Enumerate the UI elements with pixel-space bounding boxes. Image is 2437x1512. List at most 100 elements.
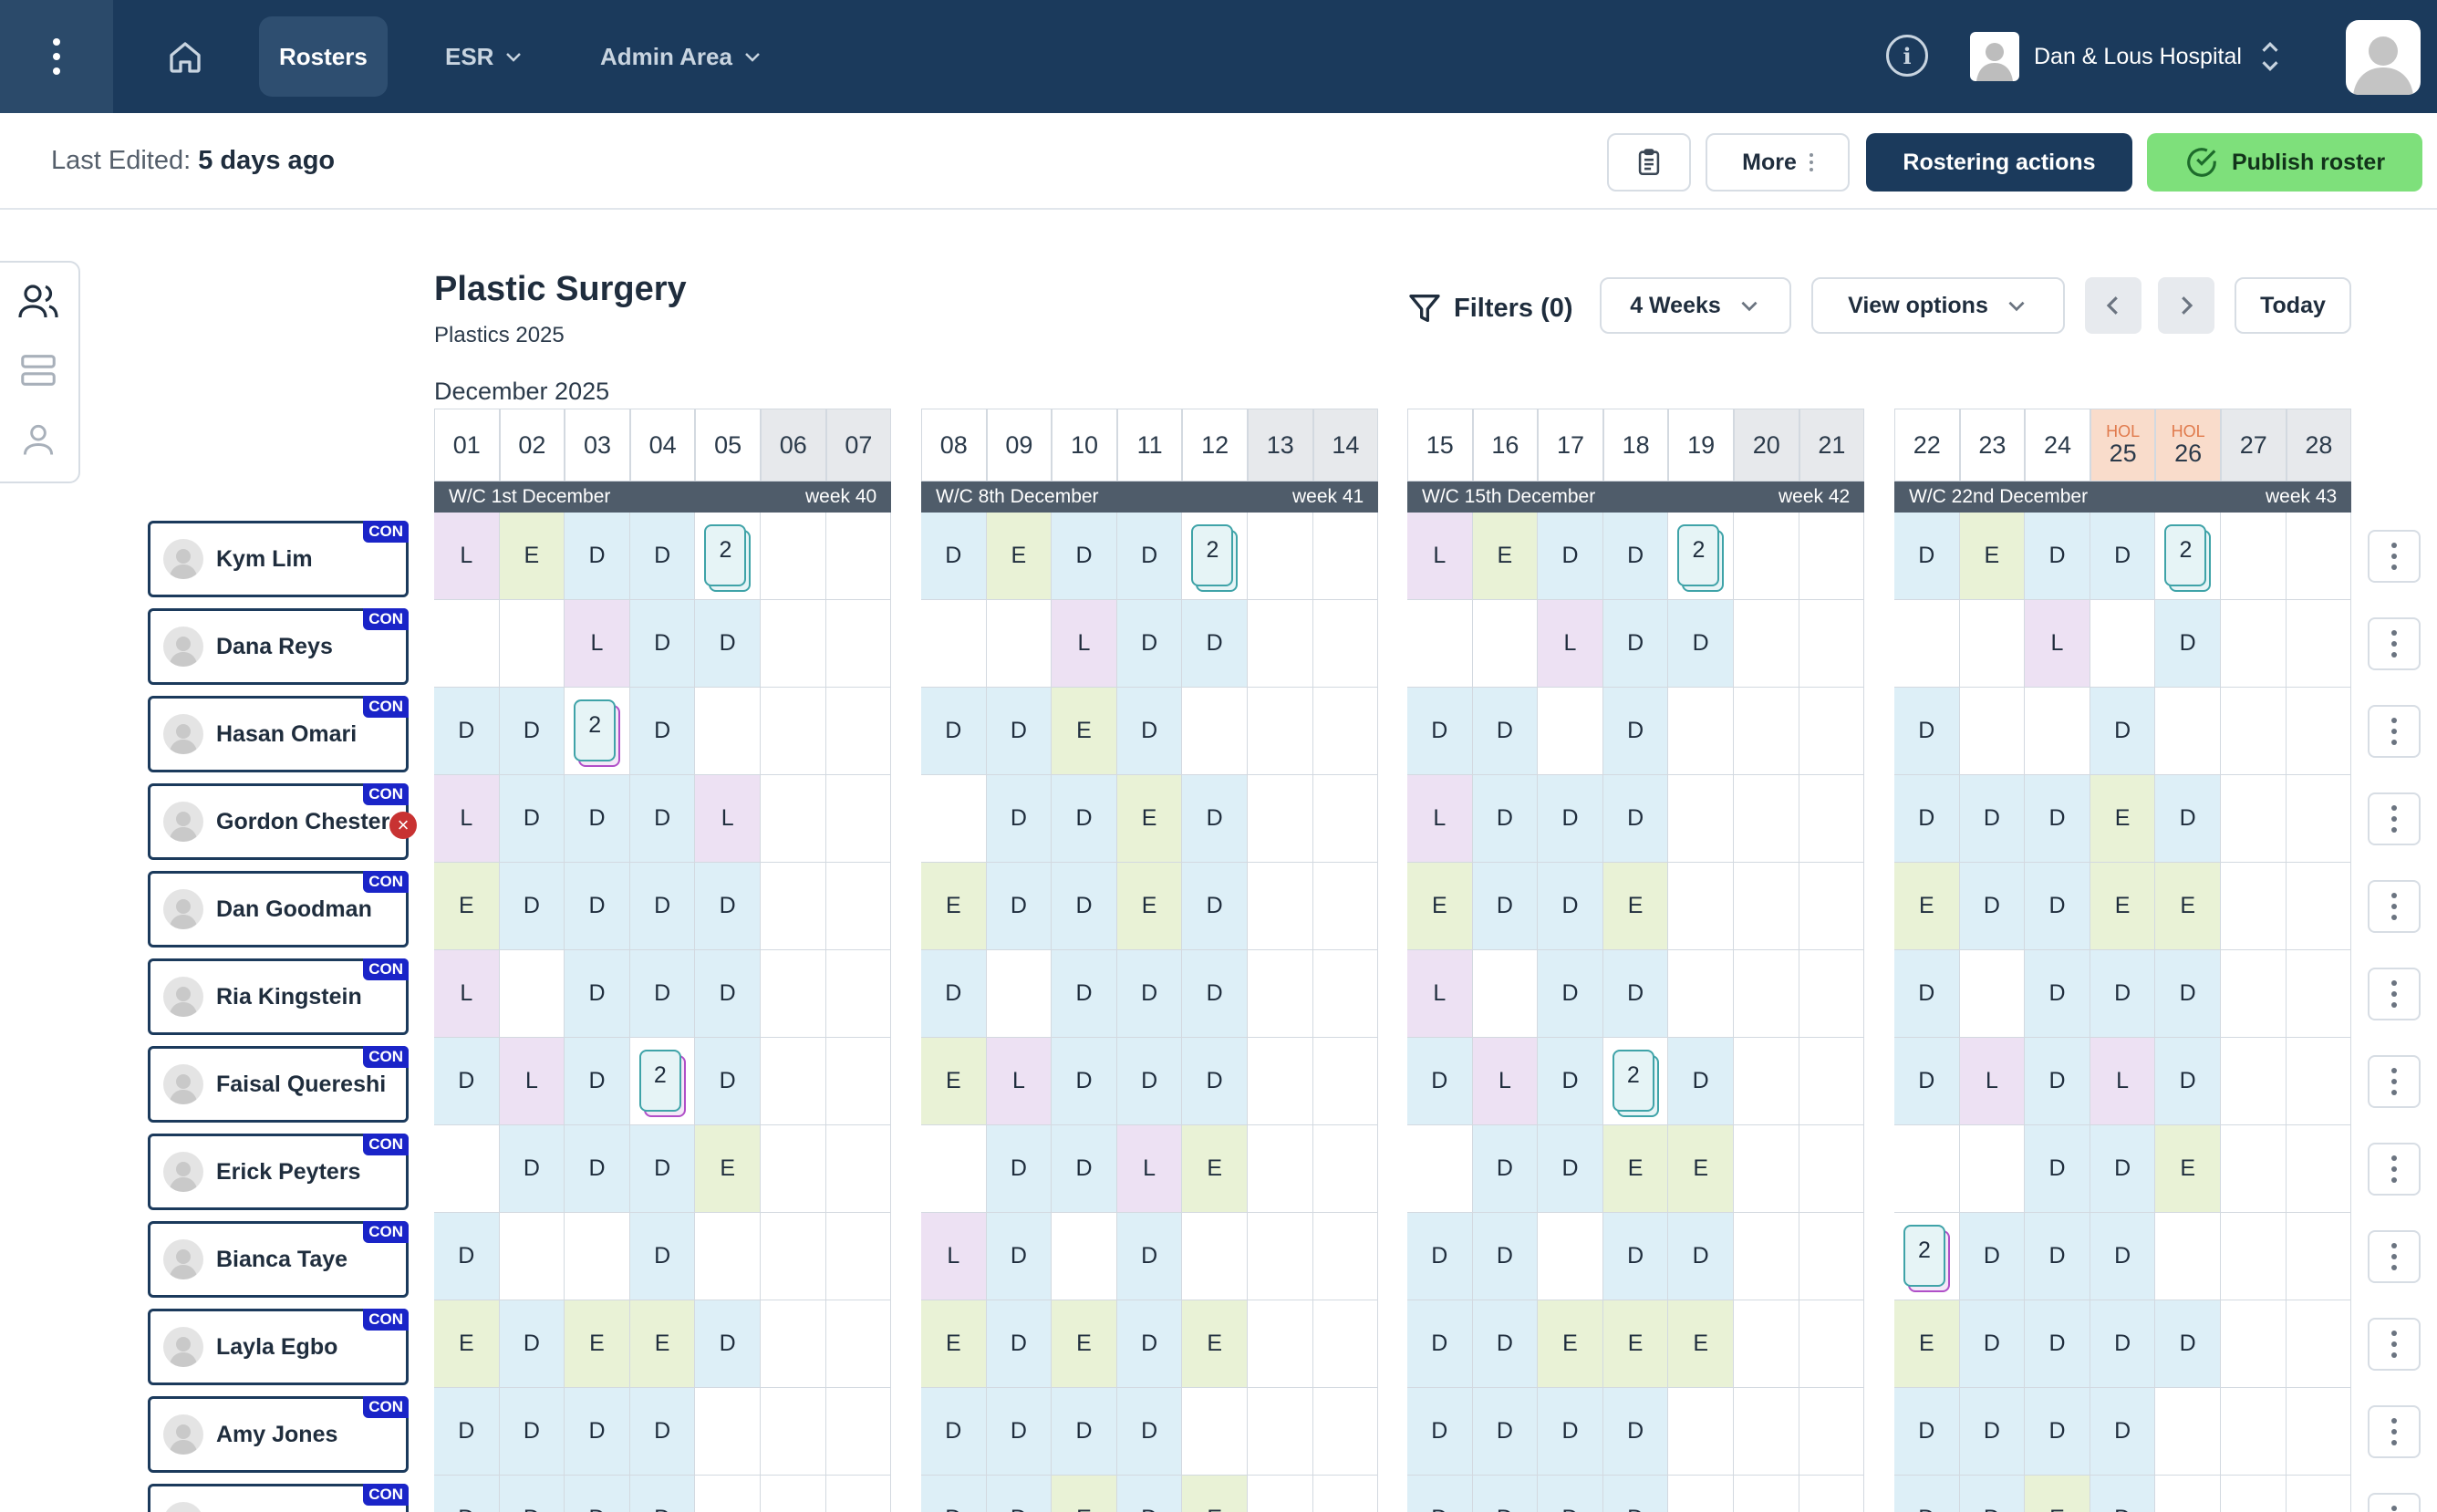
shift-cell[interactable]: D (1407, 1300, 1473, 1388)
shift-cell[interactable]: D (986, 1300, 1053, 1388)
shift-cell[interactable]: L (1407, 950, 1473, 1038)
shift-cell[interactable]: D (986, 1213, 1053, 1300)
shift-cell[interactable] (825, 1388, 892, 1476)
shift-cell[interactable]: D (1668, 1038, 1734, 1125)
shift-cell[interactable] (761, 1300, 826, 1388)
shift-cell[interactable]: D (1602, 1476, 1669, 1512)
shift-cell[interactable]: D (1116, 1388, 1183, 1476)
multi-shift-cell[interactable]: 2 (1668, 513, 1734, 600)
shift-cell[interactable]: D (629, 1125, 696, 1213)
shift-cell[interactable] (2221, 950, 2287, 1038)
day-header-10[interactable]: 10 (1052, 409, 1117, 482)
shift-cell[interactable] (1734, 775, 1799, 863)
shift-cell[interactable]: D (1894, 1038, 1960, 1125)
shift-cell[interactable]: E (565, 1300, 630, 1388)
shift-cell[interactable]: L (1959, 1038, 2026, 1125)
shift-cell[interactable] (2025, 688, 2090, 775)
shift-cell[interactable] (499, 1213, 565, 1300)
shift-cell[interactable]: L (1407, 513, 1473, 600)
shift-cell[interactable] (695, 1213, 761, 1300)
more-button[interactable]: More (1706, 133, 1850, 192)
shift-cell[interactable] (1799, 775, 1865, 863)
shift-cell[interactable]: D (629, 863, 696, 950)
shift-cell[interactable]: D (986, 775, 1053, 863)
shift-cell[interactable]: D (1894, 1388, 1960, 1476)
shift-cell[interactable] (1248, 1300, 1313, 1388)
shift-cell[interactable] (695, 1476, 761, 1512)
shift-cell[interactable] (1407, 1125, 1473, 1213)
shift-cell[interactable] (2221, 688, 2287, 775)
shift-cell[interactable] (2155, 688, 2221, 775)
shift-cell[interactable] (761, 513, 826, 600)
shift-cell[interactable]: D (695, 863, 761, 950)
shift-cell[interactable]: L (1052, 600, 1117, 688)
shift-cell[interactable]: D (1894, 513, 1960, 600)
shift-cell[interactable] (761, 1038, 826, 1125)
shift-cell[interactable]: D (986, 863, 1053, 950)
staff-card[interactable]: Dan Goodman CON (148, 871, 409, 948)
shift-cell[interactable]: D (986, 1125, 1053, 1213)
shift-cell[interactable]: D (986, 688, 1053, 775)
day-header-26[interactable]: HOL 26 (2155, 409, 2221, 482)
shift-cell[interactable]: D (565, 775, 630, 863)
next-period-button[interactable] (2158, 277, 2214, 334)
shift-cell[interactable]: D (1116, 950, 1183, 1038)
shift-cell[interactable]: E (1894, 863, 1960, 950)
shift-cell[interactable] (2286, 1476, 2352, 1512)
shift-cell[interactable] (921, 600, 987, 688)
shift-cell[interactable]: E (1116, 863, 1183, 950)
shift-cell[interactable]: D (1894, 1476, 1960, 1512)
shift-cell[interactable] (1799, 1300, 1865, 1388)
shift-cell[interactable] (1182, 1388, 1248, 1476)
shift-cell[interactable] (2221, 1300, 2287, 1388)
shift-cell[interactable]: E (921, 1038, 987, 1125)
shift-cell[interactable]: E (1668, 1300, 1734, 1388)
shift-cell[interactable] (1312, 1038, 1379, 1125)
row-menu-button[interactable] (2368, 530, 2421, 583)
shift-cell[interactable] (1734, 1038, 1799, 1125)
day-header-14[interactable]: 14 (1312, 409, 1379, 482)
shift-cell[interactable]: D (1116, 600, 1183, 688)
day-header-27[interactable]: 27 (2221, 409, 2287, 482)
shift-cell[interactable]: D (629, 688, 696, 775)
shift-cell[interactable]: E (2090, 863, 2156, 950)
shift-cell[interactable] (1312, 950, 1379, 1038)
shift-cell[interactable]: D (499, 1125, 565, 1213)
shift-cell[interactable]: D (1538, 1476, 1603, 1512)
row-menu-button[interactable] (2368, 1493, 2421, 1512)
person-view-icon[interactable] (15, 416, 62, 463)
shift-cell[interactable]: E (1052, 1476, 1117, 1512)
shift-cell[interactable]: D (1116, 1213, 1183, 1300)
day-header-22[interactable]: 22 (1894, 409, 1960, 482)
shift-cell[interactable] (1312, 600, 1379, 688)
main-menu-button[interactable] (0, 0, 113, 113)
shift-cell[interactable]: D (1959, 1476, 2026, 1512)
shift-cell[interactable] (1894, 1125, 1960, 1213)
shift-cell[interactable]: D (921, 513, 987, 600)
shift-cell[interactable]: D (1407, 688, 1473, 775)
shift-cell[interactable] (825, 1038, 892, 1125)
shift-cell[interactable] (1538, 1213, 1603, 1300)
shift-cell[interactable]: D (2155, 1038, 2221, 1125)
staff-card[interactable]: Erick Peyters CON (148, 1134, 409, 1210)
shift-cell[interactable]: D (2090, 1476, 2156, 1512)
shift-cell[interactable]: D (1538, 513, 1603, 600)
day-header-09[interactable]: 09 (986, 409, 1053, 482)
shift-cell[interactable]: D (1602, 950, 1669, 1038)
tab-esr[interactable]: ESR (425, 16, 544, 97)
shift-cell[interactable] (1734, 1476, 1799, 1512)
shift-cell[interactable]: D (695, 1300, 761, 1388)
shift-cell[interactable] (825, 775, 892, 863)
shift-cell[interactable]: D (565, 950, 630, 1038)
shift-cell[interactable] (1248, 950, 1313, 1038)
shift-cell[interactable]: E (1052, 1300, 1117, 1388)
shift-cell[interactable] (2286, 950, 2352, 1038)
shift-cell[interactable]: E (2155, 1125, 2221, 1213)
shift-cell[interactable] (2286, 1125, 2352, 1213)
day-header-23[interactable]: 23 (1959, 409, 2026, 482)
day-header-03[interactable]: 03 (565, 409, 630, 482)
shift-cell[interactable] (2286, 1388, 2352, 1476)
shift-cell[interactable] (1182, 1213, 1248, 1300)
shift-cell[interactable] (1799, 863, 1865, 950)
shift-cell[interactable] (2286, 863, 2352, 950)
